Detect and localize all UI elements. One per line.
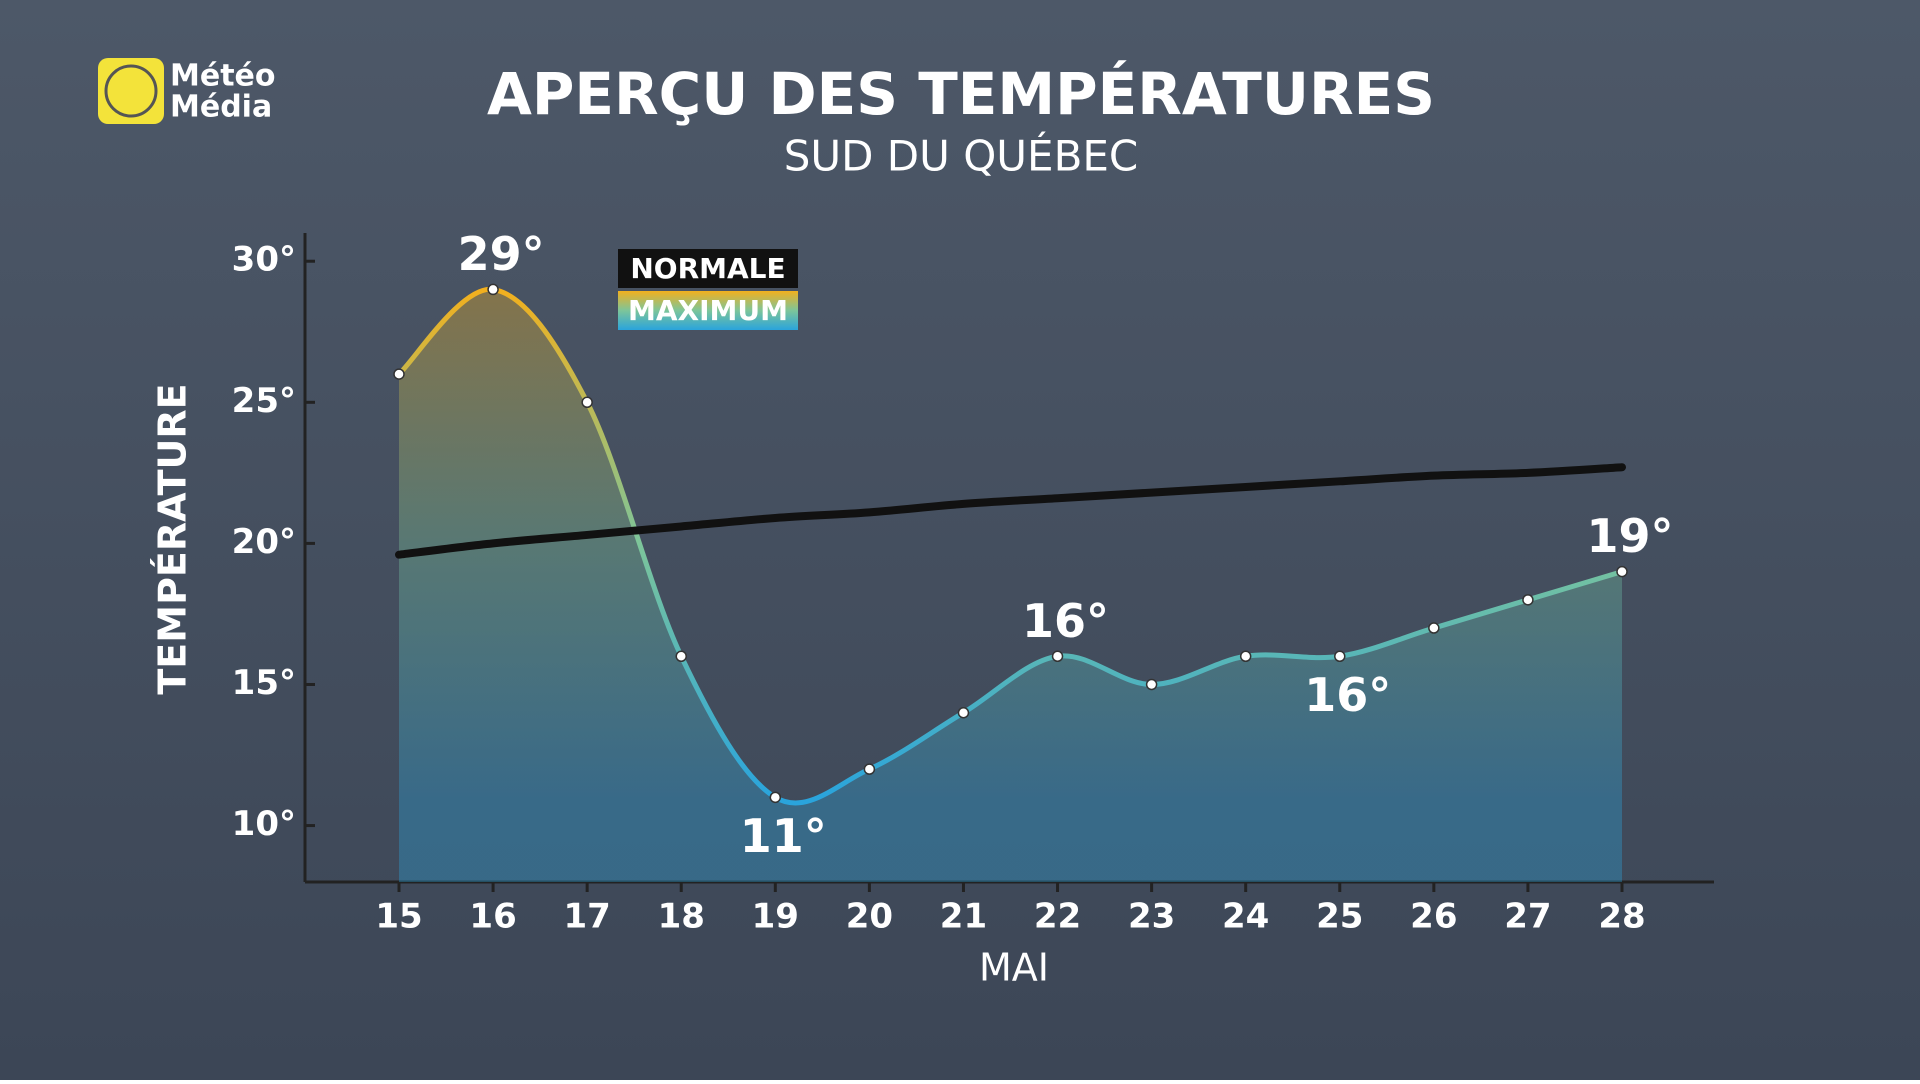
line bbox=[395, 463, 1626, 559]
point bbox=[1522, 594, 1534, 606]
value-label: 19° bbox=[1586, 509, 1673, 563]
y-tick-label: 15° bbox=[232, 663, 296, 703]
x-tick-label: 15 bbox=[375, 897, 422, 937]
x-tick-label: 18 bbox=[658, 897, 705, 937]
x-tick-label: 17 bbox=[563, 897, 610, 937]
legend-label: NORMALE bbox=[630, 252, 785, 285]
point bbox=[393, 368, 405, 380]
value-label: 11° bbox=[740, 809, 827, 863]
point bbox=[1428, 622, 1440, 634]
point bbox=[1145, 678, 1158, 691]
y-axis-label: TEMPÉRATURE bbox=[151, 383, 195, 694]
y-tick-label: 25° bbox=[232, 381, 296, 421]
point bbox=[675, 650, 687, 663]
point bbox=[1051, 650, 1064, 663]
point bbox=[487, 283, 499, 296]
y-tick-label: 20° bbox=[232, 522, 296, 562]
legend-swatch bbox=[618, 291, 798, 330]
x-tick-label: 16 bbox=[469, 897, 516, 937]
x-tick-label: 24 bbox=[1222, 897, 1269, 937]
x-tick-label: 21 bbox=[940, 897, 987, 937]
point bbox=[957, 706, 970, 719]
logo-icon bbox=[98, 58, 164, 124]
chart-subtitle: SUD DU QUÉBEC bbox=[784, 131, 1139, 181]
value-label: 16° bbox=[1304, 668, 1391, 722]
point bbox=[581, 396, 593, 409]
x-tick-label: 25 bbox=[1316, 897, 1363, 937]
x-tick-label: 28 bbox=[1598, 897, 1645, 937]
area bbox=[399, 289, 1622, 883]
chart-title: APERÇU DES TEMPÉRATURES bbox=[487, 59, 1435, 128]
value-label: 16° bbox=[1022, 594, 1109, 648]
x-tick-label: 19 bbox=[752, 897, 799, 937]
point bbox=[1616, 565, 1628, 578]
x-tick-label: 22 bbox=[1034, 897, 1081, 937]
legend-label: MAXIMUM bbox=[628, 294, 788, 327]
x-tick-label: 20 bbox=[846, 897, 893, 937]
logo-globe bbox=[104, 64, 158, 118]
point bbox=[863, 763, 876, 775]
logo-text: Météo bbox=[170, 59, 276, 94]
logo-text: Média bbox=[170, 90, 272, 125]
x-tick-label: 27 bbox=[1504, 897, 1551, 937]
y-tick-label: 10° bbox=[232, 804, 296, 844]
point bbox=[1334, 650, 1346, 663]
legend-swatch bbox=[618, 249, 798, 288]
value-label: 29° bbox=[458, 227, 545, 281]
point bbox=[769, 791, 782, 804]
point bbox=[1239, 650, 1252, 663]
y-tick-label: 30° bbox=[232, 240, 296, 280]
x-tick-label: 23 bbox=[1128, 897, 1175, 937]
x-axis-label: MAI bbox=[979, 946, 1049, 990]
x-tick-label: 26 bbox=[1410, 897, 1457, 937]
